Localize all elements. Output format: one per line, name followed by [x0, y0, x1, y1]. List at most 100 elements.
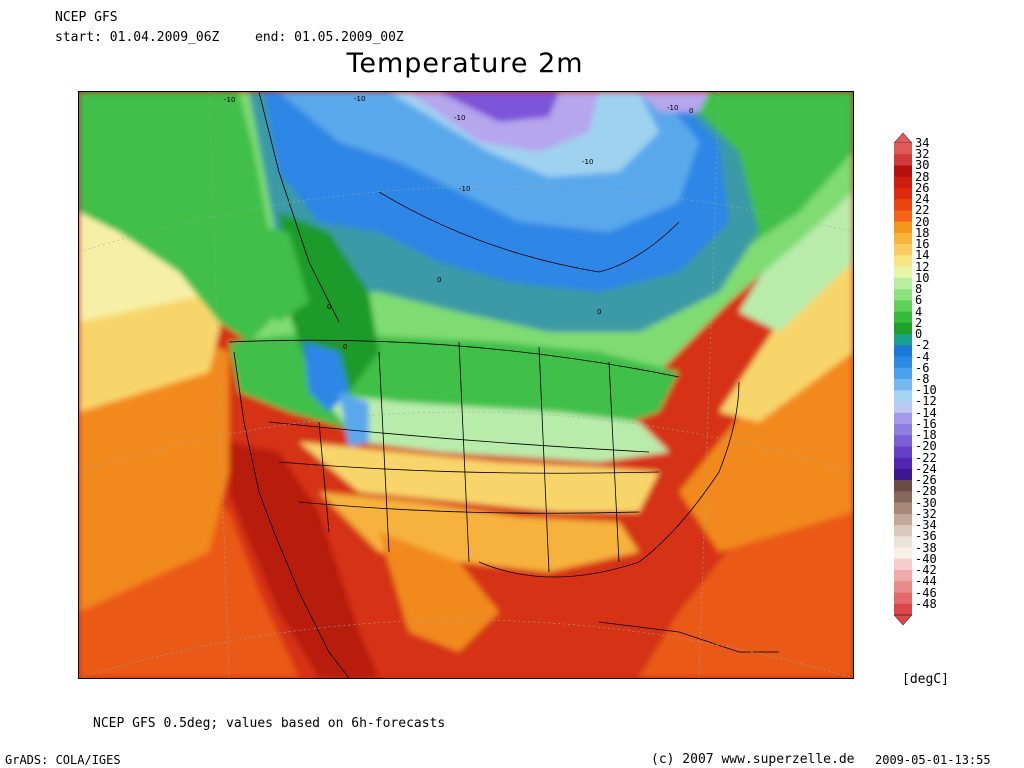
legend-swatch — [894, 221, 912, 234]
legend-label: -4 — [915, 349, 930, 364]
contour-label: -10 — [224, 96, 235, 104]
legend-swatch — [894, 300, 912, 312]
legend-swatch — [894, 480, 912, 492]
state-lines-c — [298, 501, 640, 514]
legend-swatch — [894, 446, 912, 458]
legend-label: -28 — [915, 484, 937, 499]
legend-swatch — [894, 547, 912, 560]
legend-label: 4 — [915, 304, 923, 319]
end-label: end: — [255, 30, 287, 45]
legend-label: 28 — [915, 169, 930, 184]
legend-label: -48 — [915, 596, 937, 611]
legend-label: 22 — [915, 203, 930, 218]
alaska-border — [258, 92, 340, 323]
legend-swatch — [894, 199, 912, 211]
contour-label: -10 — [459, 185, 470, 193]
legend-swatch — [894, 165, 912, 178]
run-period: start: 01.04.2009_06Z end: 01.05.2009_00… — [55, 31, 404, 45]
legend-swatch — [894, 322, 912, 335]
legend-label: 8 — [915, 282, 923, 297]
legend-label: 2 — [915, 315, 923, 330]
contour-label: -10 — [667, 104, 678, 112]
gulf-atlantic-coastline — [478, 381, 740, 578]
footer-timestamp: 2009-05-01-13:55 — [875, 753, 991, 767]
contour-label: -10 — [454, 114, 465, 122]
legend-label: 0 — [915, 327, 923, 342]
pacific-coastline — [233, 351, 350, 678]
rockies-blue — [304, 342, 349, 412]
start-label: start: — [55, 30, 102, 45]
legend-label: -14 — [915, 405, 937, 420]
legend-swatch — [894, 311, 912, 324]
end-value: 01.05.2009_00Z — [294, 30, 404, 45]
legend-label: 30 — [915, 158, 930, 173]
legend-swatch — [894, 525, 912, 537]
footer-software: GrADS: COLA/IGES — [5, 753, 121, 767]
contour-label: -10 — [354, 95, 365, 103]
temperature-map: -10 -10 -10 -10 -10 -10 0 0 0 0 0 — [78, 91, 854, 679]
legend-label: -30 — [915, 495, 937, 510]
contour-label: 0 — [597, 308, 601, 316]
legend-swatch — [894, 491, 912, 503]
map-title: Temperature 2m — [346, 48, 584, 79]
legend-label: 32 — [915, 147, 930, 162]
colorado-blue — [339, 392, 369, 447]
legend-swatch — [894, 356, 912, 369]
legend-swatch — [894, 266, 912, 279]
legend-label: -12 — [915, 394, 937, 409]
legend-label: 12 — [915, 259, 930, 274]
legend-swatch — [894, 412, 912, 425]
state-line-west-2 — [378, 351, 390, 553]
bc-green — [229, 222, 309, 322]
legend-swatch — [894, 289, 912, 301]
legend-label: -38 — [915, 540, 937, 555]
legend-label: -44 — [915, 574, 937, 589]
legend-label: 34 — [915, 136, 930, 150]
map-canvas: -10 -10 -10 -10 -10 -10 0 0 0 0 0 — [79, 92, 853, 678]
legend-label: -22 — [915, 450, 937, 465]
legend-swatch — [894, 558, 912, 571]
legend-swatch — [894, 570, 912, 582]
legend-swatch — [894, 468, 912, 481]
legend-label: 6 — [915, 293, 923, 308]
legend-label: -6 — [915, 360, 930, 375]
legend-swatch — [894, 176, 912, 189]
greenland-coast-green — [679, 92, 853, 252]
graticule — [79, 92, 853, 678]
legend-swatch — [894, 334, 912, 346]
legend-swatch — [894, 435, 912, 447]
contour-label: 0 — [689, 107, 693, 115]
legend-swatch — [894, 367, 912, 380]
state-lines-b — [278, 461, 660, 474]
legend-label: -10 — [915, 383, 937, 398]
contour-label: 0 — [437, 276, 441, 284]
legend-label: -34 — [915, 518, 937, 533]
legend-arrow-bottom — [894, 614, 912, 625]
legend-label: 14 — [915, 248, 930, 263]
boundary-lines — [228, 92, 779, 678]
contour-label: 0 — [327, 303, 331, 311]
legend-label: 20 — [915, 214, 930, 229]
state-line-central-1 — [458, 341, 470, 563]
alaska-green — [79, 92, 279, 342]
legend-swatch — [894, 187, 912, 200]
legend-swatch — [894, 603, 912, 616]
legend-label: 16 — [915, 237, 930, 252]
legend-arrow-top — [894, 133, 912, 144]
legend-swatch — [894, 592, 912, 605]
state-line-central-2 — [538, 346, 550, 573]
legend-label: -46 — [915, 585, 937, 600]
color-legend — [894, 133, 912, 625]
legend-swatch — [894, 502, 912, 515]
legend-label: -32 — [915, 506, 937, 521]
arctic-deep-purple — [439, 92, 559, 122]
legend-label: -16 — [915, 416, 937, 431]
legend-label: 10 — [915, 270, 930, 285]
legend-swatch — [894, 390, 912, 402]
contour-label: 0 — [343, 343, 347, 351]
greenland-purple — [639, 92, 709, 112]
footer-note: NCEP GFS 0.5deg; values based on 6h-fore… — [93, 716, 446, 731]
legend-label: -26 — [915, 473, 937, 488]
legend-label: -18 — [915, 428, 937, 443]
source-label: NCEP GFS — [55, 10, 118, 25]
